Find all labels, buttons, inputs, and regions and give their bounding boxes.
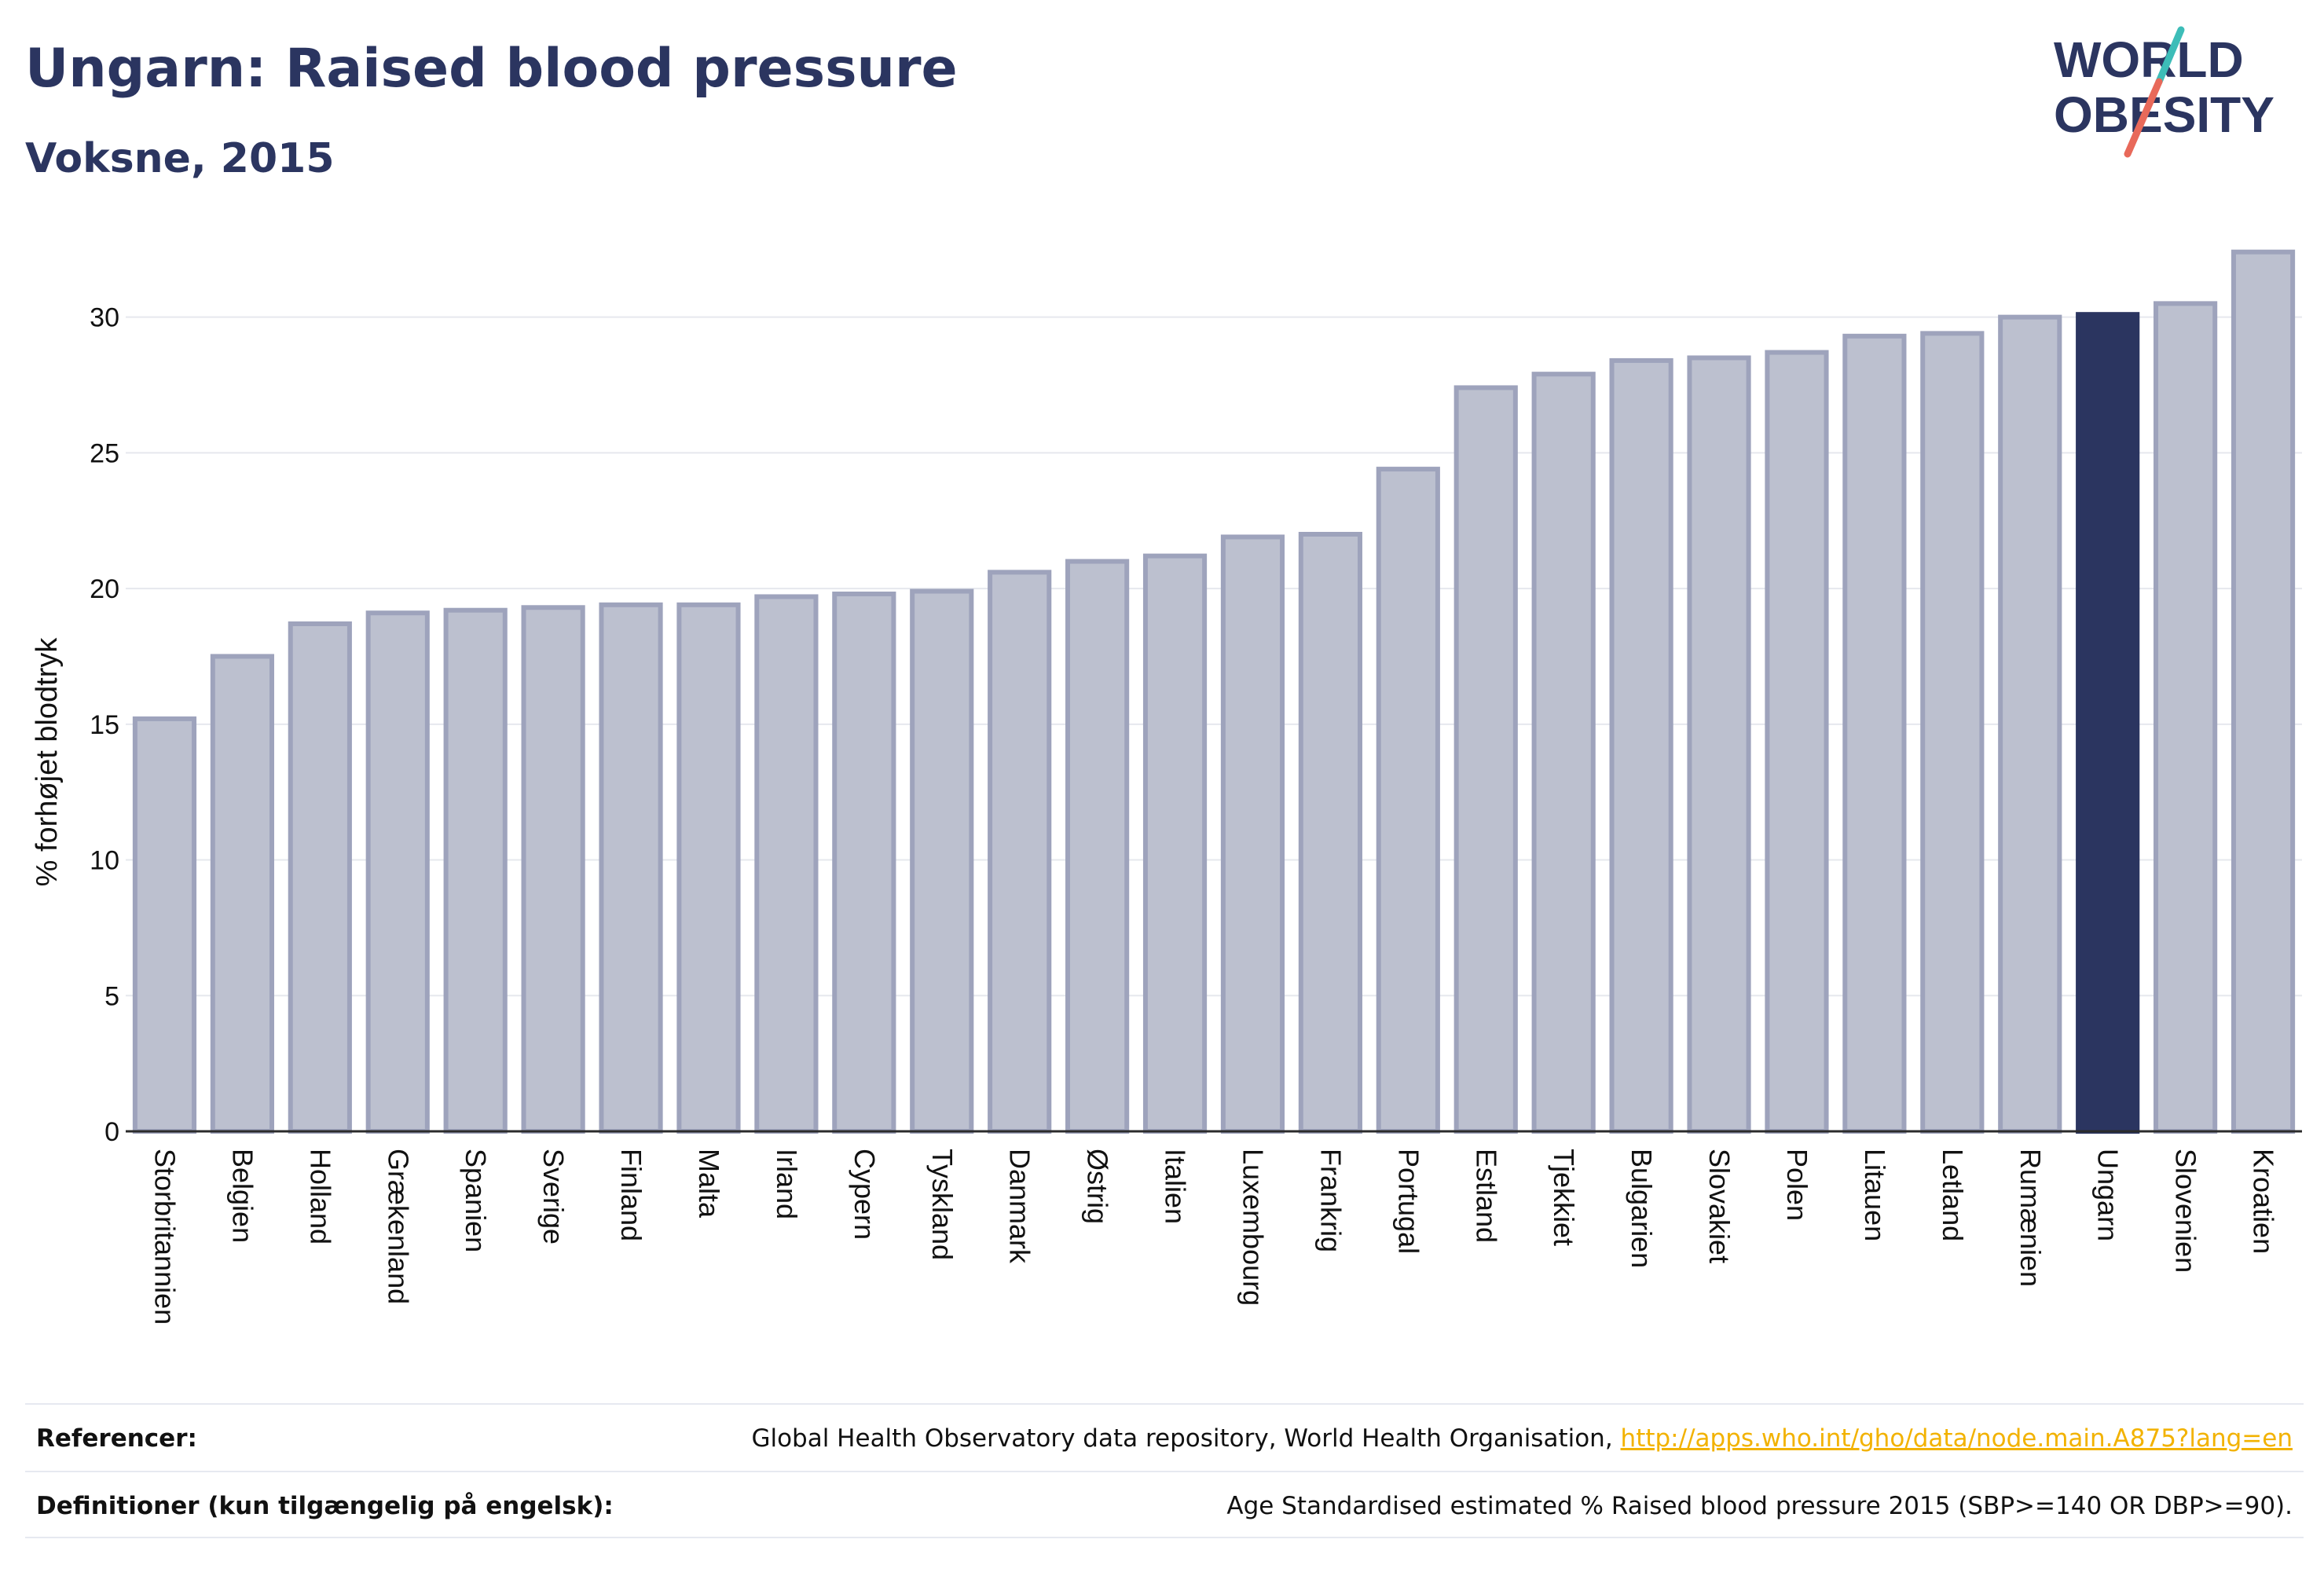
logo-slash-coral [2124,78,2163,158]
y-tick-label: 10 [90,846,119,876]
x-tick-label: Rumænien [2014,1149,2047,1287]
x-tick-label: Estland [1470,1149,1502,1243]
bar [2076,312,2140,1134]
y-tick-label: 5 [104,981,119,1011]
x-tick-label: Kroatien [2248,1149,2280,1254]
y-tick-label: 15 [90,710,119,740]
bar [2231,249,2296,1134]
x-tick-label: Østrig [1082,1149,1114,1224]
bar [1065,559,1130,1134]
x-tick-label: Ungarn [2092,1149,2124,1241]
references-value: Global Health Observatory data repositor… [751,1424,2304,1453]
x-tick-label: Tjekkiet [1548,1149,1580,1246]
x-tick-label: Italien [1160,1149,1192,1224]
definitions-value: Age Standardised estimated % Raised bloo… [1226,1492,2293,1520]
y-tick-label: 25 [90,438,119,468]
x-tick-label: Polen [1781,1149,1813,1221]
bar [1687,355,1751,1134]
bar [676,602,741,1134]
bar [2154,301,2218,1134]
divider-top [25,1403,2304,1405]
bars [132,249,2296,1134]
definitions-label: Definitioner (kun tilgængelig på engelsk… [36,1492,614,1520]
logo-slash-teal [2155,26,2185,86]
x-tick-label: Slovakiet [1703,1149,1736,1263]
references-label: Referencer: [36,1424,197,1453]
x-tick-label: Belgien [226,1149,258,1243]
bar [1531,372,1596,1134]
bar [988,570,1052,1134]
x-tick-label: Litauen [1859,1149,1891,1241]
bar [210,654,274,1134]
bar [1609,357,1673,1134]
bar [288,621,352,1134]
x-tick-label: Irland [771,1149,803,1219]
y-tick-labels: 0 5 10 15 20 25 30 [90,303,119,1147]
bar [443,607,508,1134]
x-tick-label: Bulgarien [1626,1149,1658,1268]
bar [1298,532,1362,1134]
divider-bottom [25,1537,2304,1538]
x-tick-label: Slovenien [2170,1149,2202,1273]
bar [132,716,197,1134]
chart-title: Ungarn: Raised blood pressure [25,38,958,100]
x-tick-label: Storbritannien [148,1149,181,1325]
bar [1220,534,1285,1134]
x-tick-labels: Storbritannien Belgien Holland Grækenland Sp… [148,1149,2279,1325]
definitions-row: Definitioner (kun tilgængelig på engelsk… [25,1474,2304,1538]
world-obesity-logo: WORLD OBESITY [2054,26,2275,158]
divider-middle [25,1471,2304,1472]
bar [1142,553,1208,1134]
bar [1453,385,1518,1134]
x-tick-label: Danmark [1004,1149,1036,1264]
bar [365,610,430,1134]
bar [1765,350,1829,1134]
x-tick-label: Finland [615,1149,647,1241]
x-tick-label: Spanien [460,1149,492,1252]
bar [1376,467,1440,1134]
chart-subtitle: Voksne, 2015 [25,135,335,182]
x-tick-label: Portugal [1392,1149,1424,1254]
x-tick-label: Tyskland [926,1149,959,1260]
references-link[interactable]: http://apps.who.int/gho/data/node.main.A… [1620,1424,2293,1453]
x-tick-label: Frankrig [1314,1149,1347,1252]
bar-chart: 0 5 10 15 20 25 30 Storbritannien Belgien Hollan… [31,249,2302,1325]
y-tick-label: 30 [90,303,119,333]
y-tick-label: 20 [90,574,119,604]
bar [599,602,663,1134]
references-text: Global Health Observatory data repositor… [751,1424,1621,1453]
references-row: Referencer: Global Health Observatory da… [25,1406,2304,1471]
x-tick-label: Cypern [849,1149,881,1240]
y-axis-label: % forhøjet blodtryk [31,637,64,887]
bar [521,605,585,1134]
x-tick-label: Luxembourg [1237,1149,1269,1306]
bar [832,592,896,1134]
bar [754,594,819,1134]
bar [1842,333,1907,1134]
x-tick-label: Letland [1937,1149,1969,1241]
x-tick-label: Sverige [537,1149,570,1244]
logo-word-obesity: OBESITY [2054,86,2275,143]
logo-word-world: WORLD [2054,31,2244,88]
bar [1920,331,1985,1134]
x-tick-label: Grækenland [382,1149,414,1304]
bar [910,588,974,1134]
y-tick-label: 0 [104,1117,119,1147]
bar [1998,314,2062,1134]
x-tick-label: Malta [693,1149,725,1219]
x-tick-label: Holland [304,1149,336,1244]
